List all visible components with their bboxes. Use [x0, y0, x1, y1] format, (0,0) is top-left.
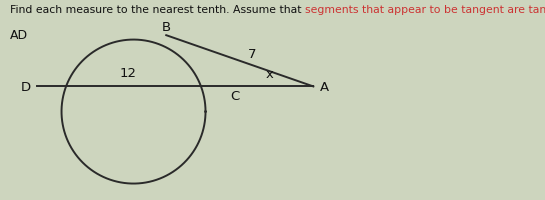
Text: x: x — [266, 68, 274, 81]
Text: AD: AD — [10, 29, 28, 42]
Text: segments that appear to be tangent are tangent.: segments that appear to be tangent are t… — [305, 5, 545, 15]
Text: C: C — [231, 90, 240, 103]
Text: B: B — [162, 21, 171, 34]
Text: 7: 7 — [248, 48, 257, 60]
Text: 12: 12 — [119, 67, 137, 80]
Text: D: D — [20, 81, 31, 93]
Text: Find each measure to the nearest tenth. Assume that: Find each measure to the nearest tenth. … — [10, 5, 305, 15]
Text: A: A — [320, 81, 329, 93]
